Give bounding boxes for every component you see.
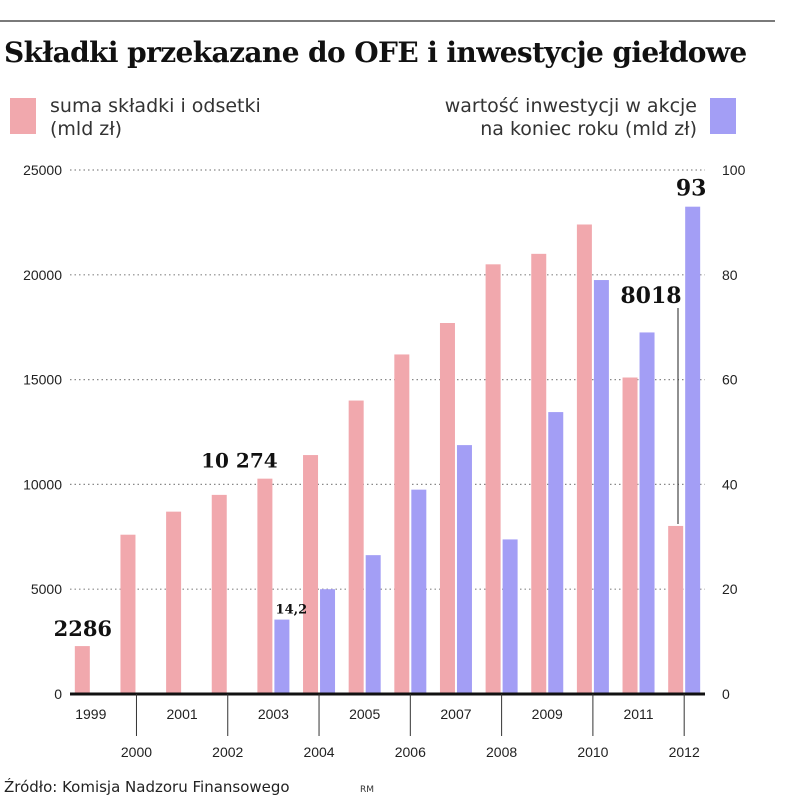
x-axis-tick-label: 2003 — [258, 706, 289, 722]
bar-investments — [548, 412, 564, 694]
bar-investments — [502, 539, 518, 694]
bar-investments — [365, 555, 381, 694]
x-axis-tick-label: 2006 — [395, 744, 426, 760]
x-axis-tick-label: 2004 — [303, 744, 334, 760]
x-axis-tick-label: 2001 — [167, 706, 198, 722]
left-axis-tick-label: 0 — [54, 686, 62, 702]
bar-contributions — [668, 525, 684, 694]
legend-label-contributions-line1: suma składki i odsetki — [50, 95, 261, 117]
top-rule — [0, 20, 775, 22]
legend-swatch-investments — [710, 98, 736, 134]
x-axis-tick-label: 2011 — [623, 706, 653, 722]
bar-contributions — [439, 323, 455, 694]
x-axis-tick-label: 2007 — [440, 706, 471, 722]
left-axis-tick-label: 5000 — [31, 581, 62, 597]
legend-label-investments: wartość inwestycji w akcje na koniec rok… — [445, 95, 697, 141]
legend-label-investments-line2: na koniec roku (mld zł) — [480, 118, 697, 140]
bar-investments — [320, 589, 336, 694]
bar-contributions — [531, 253, 547, 694]
annotation-label: 2286 — [54, 616, 112, 641]
bar-investments — [685, 206, 701, 694]
bar-contributions — [257, 478, 273, 694]
bar-contributions — [394, 354, 410, 694]
bar-investments — [411, 489, 427, 694]
bar-contributions — [622, 377, 638, 694]
x-axis-tick-label: 2008 — [486, 744, 517, 760]
legend-label-investments-line1: wartość inwestycji w akcje — [444, 95, 697, 117]
right-axis-tick-label: 100 — [722, 162, 746, 178]
right-axis-tick-label: 40 — [722, 476, 738, 492]
x-axis-tick-label: 2009 — [532, 706, 563, 722]
source-note: Źródło: Komisja Nadzoru Finansowego — [4, 778, 290, 796]
bar-contributions — [348, 400, 364, 694]
bar-contributions — [120, 534, 136, 694]
bar-contributions — [166, 511, 182, 694]
left-axis-tick-label: 15000 — [23, 372, 62, 388]
bar-chart: 0 5000 10000 15000 20000 25000 0 20 40 60 80 100 199… — [23, 162, 746, 760]
x-axis-tick-label: 2005 — [349, 706, 380, 722]
bar-contributions — [485, 264, 501, 694]
right-axis-tick-label: 20 — [722, 581, 738, 597]
x-axis-tick-label: 1999 — [75, 706, 106, 722]
bar-investments — [274, 619, 290, 694]
bar-contributions — [211, 494, 227, 694]
left-axis-tick-label: 10000 — [23, 476, 62, 492]
x-axis-tick-label: 2002 — [212, 744, 243, 760]
right-axis-tick-label: 60 — [722, 372, 738, 388]
bar-contributions — [576, 224, 592, 694]
legend-swatch-contributions — [10, 98, 36, 134]
legend-label-contributions-line2: (mld zł) — [50, 118, 123, 140]
bar-contributions — [74, 646, 90, 694]
left-axis-tick-label: 20000 — [23, 267, 62, 283]
author-initials: RM — [360, 785, 375, 795]
annotation-label: 8018 — [620, 283, 681, 309]
x-axis-tick-label: 2012 — [669, 744, 700, 760]
bar-investments — [456, 445, 472, 694]
left-axis-tick-label: 25000 — [23, 162, 62, 178]
legend-label-contributions: suma składki i odsetki (mld zł) — [50, 95, 261, 141]
bar-contributions — [303, 455, 319, 694]
bar-investments — [593, 280, 609, 694]
bar-investments — [639, 332, 655, 694]
x-axis-tick-label: 2010 — [577, 744, 608, 760]
x-axis-tick-label: 2000 — [121, 744, 152, 760]
annotation-label: 10 274 — [201, 449, 278, 473]
right-axis-tick-label: 80 — [722, 267, 738, 283]
annotation-label: 14,2 — [276, 603, 308, 618]
chart-title: Składki przekazane do OFE i inwestycje g… — [4, 36, 747, 69]
annotation-label: 93 — [676, 176, 707, 202]
right-axis-tick-label: 0 — [722, 686, 730, 702]
